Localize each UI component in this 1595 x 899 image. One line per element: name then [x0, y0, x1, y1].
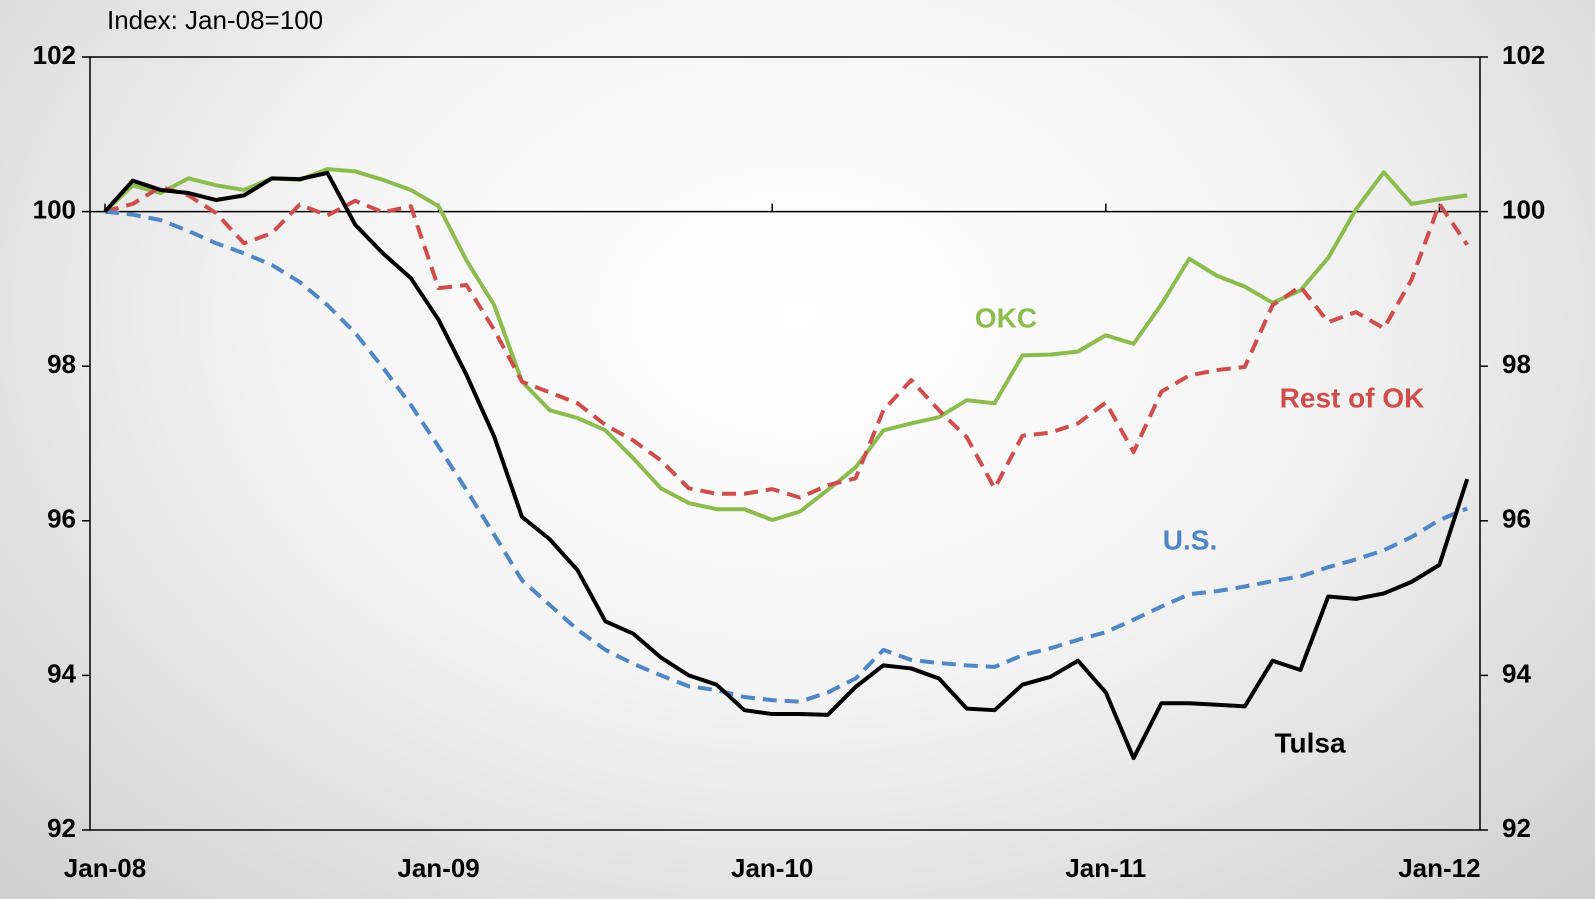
y2-tick-label: 100: [1502, 194, 1545, 224]
y-tick-label: 96: [47, 504, 76, 534]
x-tick-label: Jan-10: [731, 853, 813, 883]
y-tick-label: 100: [33, 194, 76, 224]
x-tick-label: Jan-08: [64, 853, 146, 883]
x-tick-label: Jan-12: [1398, 853, 1480, 883]
subtitle: Index: Jan-08=100: [107, 5, 323, 35]
series-line: [104, 209, 1468, 704]
y-tick-label: 94: [47, 658, 76, 688]
y2-tick-label: 92: [1502, 813, 1531, 843]
series-line: [103, 170, 1470, 761]
y2-tick-label: 96: [1502, 504, 1531, 534]
y2-tick-label: 98: [1502, 349, 1531, 379]
y2-tick-label: 94: [1502, 658, 1531, 688]
series-line: [104, 184, 1469, 500]
y-tick-label: 102: [33, 40, 76, 70]
series-label: Rest of OK: [1280, 382, 1425, 413]
series-label: Tulsa: [1274, 727, 1345, 758]
series-line: [103, 167, 1468, 523]
plot-frame: [89, 56, 1481, 831]
y-tick-label: 98: [47, 349, 76, 379]
x-tick-label: Jan-11: [1065, 853, 1146, 883]
series-label: U.S.: [1163, 524, 1217, 555]
y-tick-label: 92: [47, 813, 76, 843]
series-label: OKC: [975, 302, 1037, 333]
y2-tick-label: 102: [1502, 40, 1545, 70]
x-tick-label: Jan-09: [397, 853, 479, 883]
